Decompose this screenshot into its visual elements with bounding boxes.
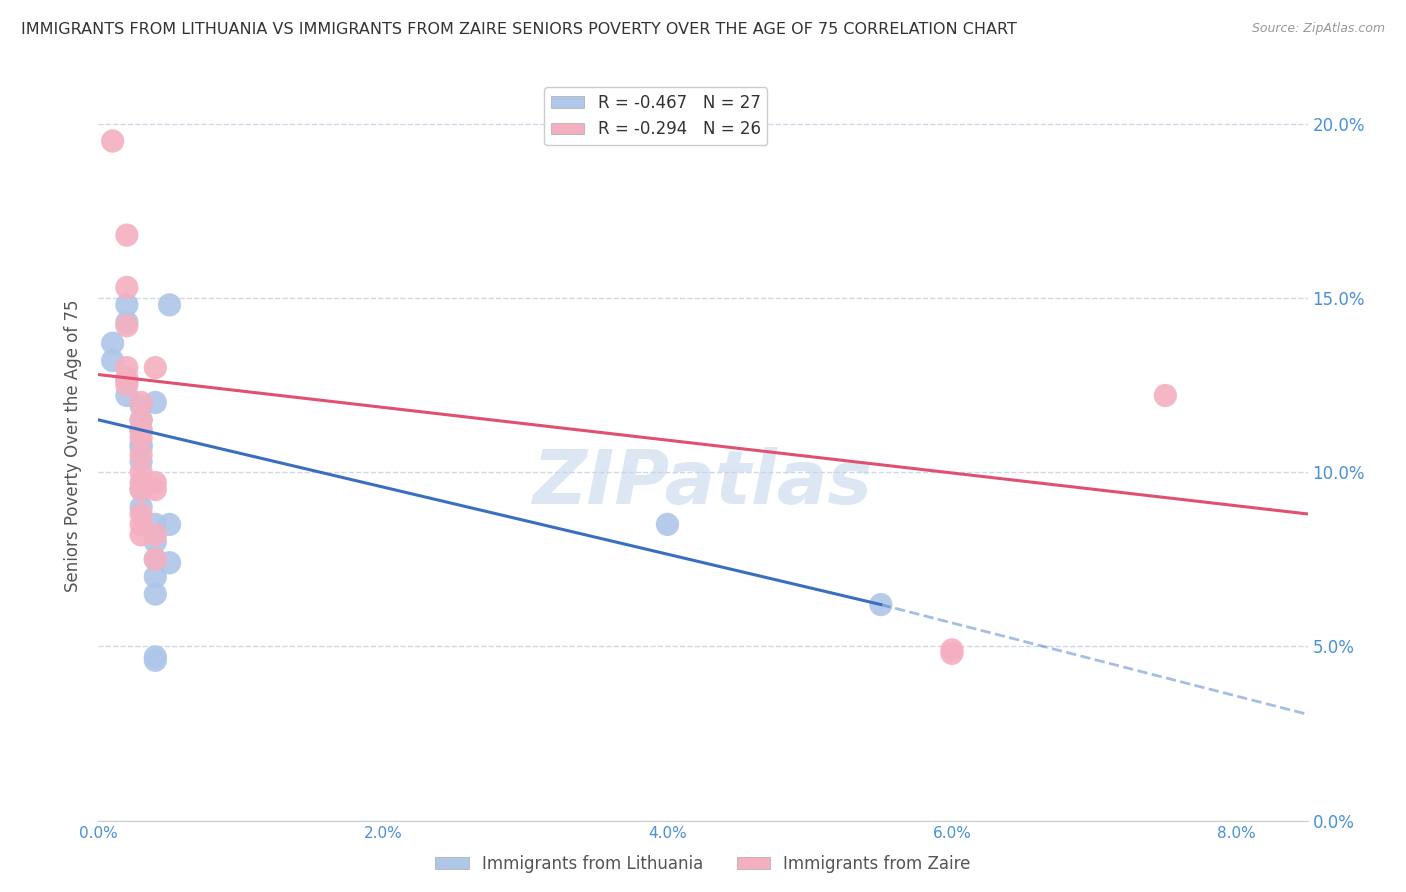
Point xyxy=(115,360,138,375)
Point xyxy=(115,315,138,329)
Point xyxy=(143,552,166,566)
Point xyxy=(129,430,152,444)
Legend: Immigrants from Lithuania, Immigrants from Zaire: Immigrants from Lithuania, Immigrants fr… xyxy=(429,848,977,880)
Point xyxy=(115,388,138,402)
Legend: R = -0.467   N = 27, R = -0.294   N = 26: R = -0.467 N = 27, R = -0.294 N = 26 xyxy=(544,87,768,145)
Point xyxy=(143,649,166,664)
Point xyxy=(941,646,963,660)
Point xyxy=(143,517,166,532)
Point xyxy=(129,528,152,542)
Point xyxy=(129,413,152,427)
Point xyxy=(129,465,152,479)
Text: ZIPatlas: ZIPatlas xyxy=(533,447,873,520)
Point xyxy=(869,598,891,612)
Point xyxy=(129,500,152,514)
Point xyxy=(115,371,138,385)
Point xyxy=(143,483,166,497)
Point xyxy=(115,375,138,389)
Point xyxy=(129,423,152,437)
Point xyxy=(657,517,679,532)
Point xyxy=(941,643,963,657)
Point xyxy=(129,441,152,455)
Point xyxy=(129,423,152,437)
Point xyxy=(143,475,166,490)
Point xyxy=(143,587,166,601)
Point xyxy=(129,448,152,462)
Point xyxy=(143,534,166,549)
Text: IMMIGRANTS FROM LITHUANIA VS IMMIGRANTS FROM ZAIRE SENIORS POVERTY OVER THE AGE : IMMIGRANTS FROM LITHUANIA VS IMMIGRANTS … xyxy=(21,22,1017,37)
Text: Source: ZipAtlas.com: Source: ZipAtlas.com xyxy=(1251,22,1385,36)
Point xyxy=(143,395,166,409)
Point xyxy=(159,517,181,532)
Point xyxy=(129,413,152,427)
Point xyxy=(1154,388,1177,402)
Point xyxy=(115,298,138,312)
Point xyxy=(115,280,138,294)
Point xyxy=(129,475,152,490)
Point xyxy=(129,507,152,521)
Point xyxy=(115,318,138,333)
Point xyxy=(159,298,181,312)
Point xyxy=(129,395,152,409)
Point xyxy=(143,552,166,566)
Point xyxy=(129,483,152,497)
Point xyxy=(115,378,138,392)
Point xyxy=(101,134,124,148)
Point xyxy=(129,455,152,469)
Point xyxy=(129,483,152,497)
Point xyxy=(115,228,138,243)
Point xyxy=(143,528,166,542)
Point xyxy=(129,517,152,532)
Point xyxy=(143,653,166,667)
Point xyxy=(159,556,181,570)
Point xyxy=(101,353,124,368)
Point xyxy=(143,360,166,375)
Y-axis label: Seniors Poverty Over the Age of 75: Seniors Poverty Over the Age of 75 xyxy=(65,300,83,592)
Point xyxy=(129,437,152,451)
Point xyxy=(143,570,166,584)
Point xyxy=(129,399,152,413)
Point xyxy=(101,336,124,351)
